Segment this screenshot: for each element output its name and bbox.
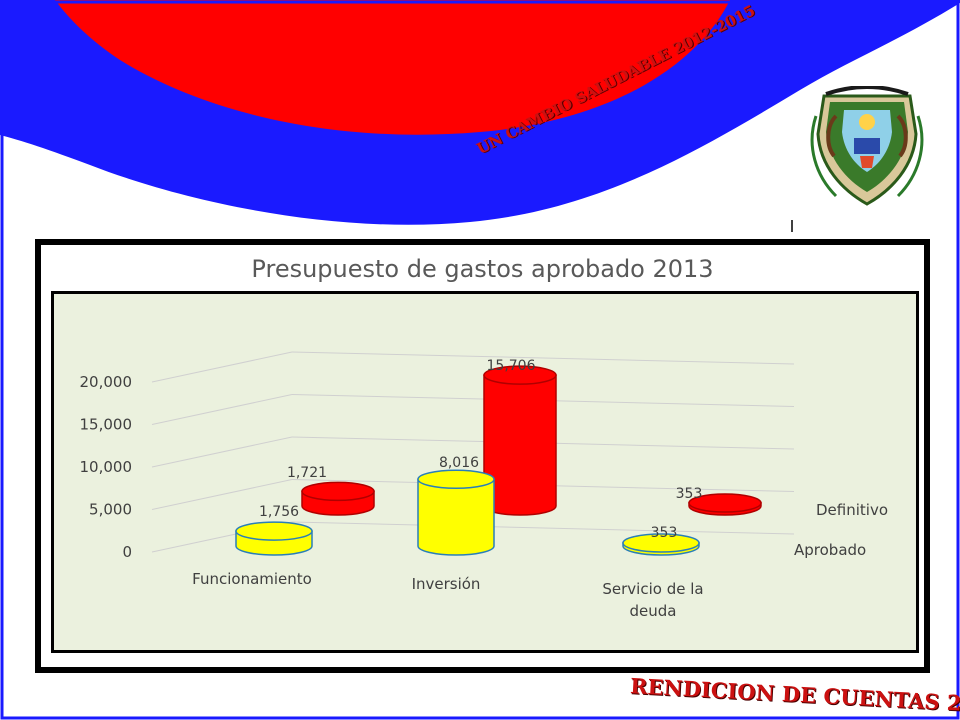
category-label: Inversión — [412, 575, 481, 593]
gridline — [291, 521, 795, 535]
coat-of-arms-logo — [810, 86, 924, 206]
chart-frame: Presupuesto de gastos aprobado 2013 0 5,0… — [35, 239, 930, 673]
y-tick-label: 20,000 — [80, 373, 133, 391]
bar-definitivo-top — [483, 365, 557, 385]
gridline-depth — [151, 479, 293, 510]
bar-aprobado-top — [622, 533, 700, 553]
bar-definitivo-body — [483, 374, 557, 516]
data-label: 1,756 — [259, 504, 299, 520]
gridline-depth — [151, 436, 293, 468]
y-tick-label: 10,000 — [80, 458, 133, 476]
data-label: 1,721 — [287, 465, 327, 481]
category-label: Funcionamiento — [192, 570, 312, 588]
gridline-depth — [151, 351, 293, 383]
gridline-depth — [151, 394, 293, 425]
y-tick-label: 0 — [122, 543, 132, 561]
bar-aprobado-body — [417, 478, 495, 556]
series-label: Definitivo — [816, 501, 888, 519]
bar-aprobado — [417, 469, 495, 556]
bar-chart-3d: 0 5,000 10,000 15,000 20,000 1,756 8,016 353 1,7… — [80, 351, 888, 620]
data-label: 8,016 — [439, 455, 479, 471]
y-tick-label: 15,000 — [80, 416, 133, 434]
data-label: 15,706 — [487, 358, 536, 374]
category-label: Servicio de la — [602, 580, 703, 598]
bar-aprobado-top — [235, 521, 313, 541]
bar-aprobado — [235, 521, 313, 556]
data-label: 353 — [676, 486, 703, 502]
plot-area: 0 5,000 10,000 15,000 20,000 1,756 8,016 353 1,7… — [51, 291, 919, 653]
bar-definitivo-top — [688, 493, 762, 513]
category-label: deuda — [630, 602, 677, 620]
bar-definitivo — [301, 481, 375, 516]
gridline — [291, 351, 795, 365]
bar-aprobado-top — [417, 469, 495, 489]
bar-definitivo — [483, 365, 557, 516]
bar-aprobado — [622, 533, 700, 556]
series-label: Aprobado — [794, 541, 866, 559]
bar-definitivo — [688, 493, 762, 516]
y-tick-label: 5,000 — [89, 501, 132, 519]
chart-title: Presupuesto de gastos aprobado 2013 — [251, 255, 714, 283]
bar-definitivo-top — [301, 481, 375, 502]
data-label: 353 — [651, 525, 678, 541]
